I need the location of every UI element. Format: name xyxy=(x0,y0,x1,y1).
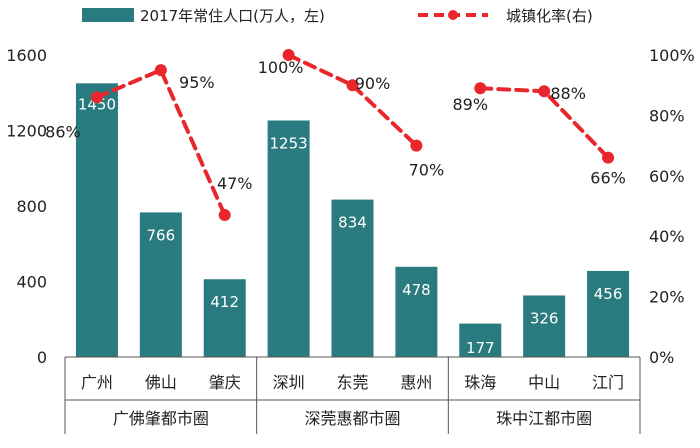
line-value-label: 100% xyxy=(258,58,304,77)
bar xyxy=(203,279,246,357)
bar-value-label: 766 xyxy=(147,226,176,244)
group-label: 广佛肇都市圈 xyxy=(113,409,209,428)
line-point xyxy=(218,209,231,222)
bar-value-label: 456 xyxy=(594,285,623,303)
line-point xyxy=(282,49,295,61)
legend-line-label: 城镇化率(右) xyxy=(506,7,593,25)
x-tick-label: 深圳 xyxy=(273,373,305,392)
x-tick-label: 惠州 xyxy=(400,373,432,392)
bar-value-label: 834 xyxy=(338,214,367,232)
right-tick-label: 20% xyxy=(649,288,685,307)
bar xyxy=(459,323,502,357)
x-tick-label: 肇庆 xyxy=(209,373,241,392)
x-tick-label: 中山 xyxy=(528,373,560,392)
bar-value-label: 412 xyxy=(210,293,239,311)
line-point xyxy=(90,91,103,104)
bar-value-label: 177 xyxy=(466,339,495,357)
line-value-label: 86% xyxy=(45,122,81,141)
bar xyxy=(331,199,374,357)
left-tick-label: 400 xyxy=(16,273,47,292)
bar xyxy=(75,83,118,357)
line-segment xyxy=(94,67,227,218)
line-value-label: 47% xyxy=(217,174,253,193)
bar xyxy=(587,270,630,357)
line-series: 86% 95% 47% 100% 90% 88% 70% 89% 66% xyxy=(45,49,626,222)
line-point xyxy=(474,82,487,95)
bar xyxy=(139,212,182,357)
bar-value-label: 478 xyxy=(402,281,431,299)
line-point xyxy=(346,79,359,92)
line-value-label: 66% xyxy=(590,169,626,188)
line-value-label: 70% xyxy=(409,161,445,180)
bar-series: 1450 766 412 1253 834 478 177 326 456 xyxy=(75,83,630,357)
right-y-axis: 0% 20% 40% 60% 80% 100% xyxy=(649,46,695,367)
right-tick-label: 0% xyxy=(649,348,674,367)
bar xyxy=(523,295,566,357)
left-tick-label: 0 xyxy=(37,348,47,367)
bar xyxy=(267,120,310,357)
legend-line-marker xyxy=(448,10,458,20)
right-tick-label: 40% xyxy=(649,227,685,246)
x-tick-label: 江门 xyxy=(592,373,624,392)
group-label: 深莞惠都市圈 xyxy=(304,409,400,428)
line-value-label: 88% xyxy=(550,84,586,103)
legend-bar-label: 2017年常住人口(万人，左) xyxy=(140,7,325,25)
left-tick-label: 1600 xyxy=(6,46,47,65)
left-y-axis: 0 400 800 1200 1600 xyxy=(6,46,47,367)
line-point xyxy=(154,64,167,77)
legend-bar-swatch xyxy=(82,8,134,22)
right-tick-label: 100% xyxy=(649,46,695,65)
left-tick-label: 1200 xyxy=(6,122,47,141)
bar-value-label: 326 xyxy=(530,309,559,327)
right-tick-label: 80% xyxy=(649,106,685,125)
line-value-label: 90% xyxy=(355,74,391,93)
legend: 2017年常住人口(万人，左) 城镇化率(右) xyxy=(82,7,593,25)
x-tick-label: 佛山 xyxy=(145,373,177,392)
x-tick-label: 珠海 xyxy=(464,373,496,392)
right-tick-label: 60% xyxy=(649,167,685,186)
bar-value-label: 1253 xyxy=(270,134,308,152)
line-segment xyxy=(478,86,611,160)
bar xyxy=(395,266,438,357)
bar-value-label: 1450 xyxy=(78,95,116,113)
line-value-label: 89% xyxy=(452,95,488,114)
line-point xyxy=(410,139,423,152)
x-tick-label: 广州 xyxy=(81,373,113,392)
group-label: 珠中江都市圈 xyxy=(496,409,592,428)
line-point xyxy=(538,85,551,98)
line-point xyxy=(602,151,615,164)
line-value-label: 95% xyxy=(179,73,215,92)
left-tick-label: 800 xyxy=(16,197,47,216)
x-tick-label: 东莞 xyxy=(336,373,368,392)
